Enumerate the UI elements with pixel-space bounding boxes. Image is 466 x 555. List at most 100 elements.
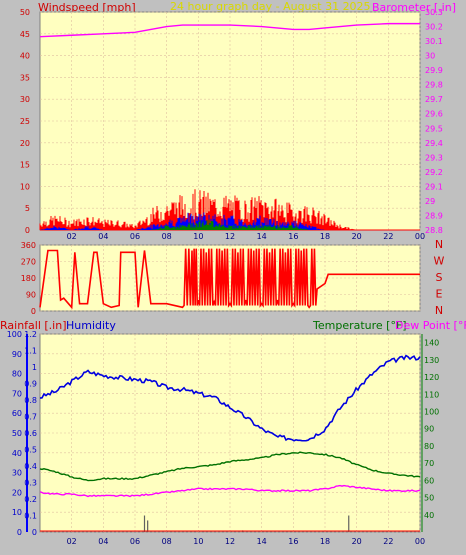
- rain-tick-label: 0: [32, 528, 37, 537]
- humidity-tick-label: 0: [17, 528, 22, 537]
- x-tick-label: 20: [352, 537, 362, 546]
- temp-tick-label: 80: [424, 442, 434, 451]
- humidity-tick-label: 30: [12, 469, 22, 478]
- wind-tick-label: 10: [20, 182, 30, 191]
- wind-avg-series: [150, 219, 310, 230]
- baro-tick-label: 29.8: [425, 81, 443, 90]
- rain-tick-label: 0.4: [24, 462, 37, 471]
- x-tick-label: 20: [352, 232, 362, 241]
- x-tick-label: 14: [257, 537, 267, 546]
- compass-label: N: [435, 304, 443, 317]
- baro-tick-label: 29.9: [425, 66, 443, 75]
- barometer-series: [39, 22, 420, 38]
- x-tick-label: 12: [225, 537, 235, 546]
- temp-tick-label: 100: [424, 407, 439, 416]
- x-tick-label: 12: [225, 232, 235, 241]
- dir-tick-label: 180: [21, 274, 36, 283]
- x-tick-label: 04: [98, 537, 108, 546]
- humidity-tick-label: 50: [12, 429, 22, 438]
- baro-tick-label: 29.5: [425, 124, 443, 133]
- rain-tick-label: 0.8: [24, 396, 37, 405]
- humidity-tick-label: 10: [12, 508, 22, 517]
- temperature-label: Temperature [°F]: [313, 319, 407, 332]
- rain-tick-label: 1.1: [24, 347, 37, 356]
- wind-tick-label: 40: [20, 52, 30, 61]
- rain-tick-label: 0.9: [24, 380, 37, 389]
- x-tick-label: 16: [288, 537, 298, 546]
- x-tick-label: 16: [288, 232, 298, 241]
- baro-tick-label: 29.6: [425, 110, 443, 119]
- baro-tick-label: 30: [425, 52, 435, 61]
- humidity-label: Humidity: [66, 319, 116, 332]
- rain-tick-label: 0.2: [24, 495, 37, 504]
- rain-tick-label: 0.5: [24, 446, 37, 455]
- baro-tick-label: 30.2: [425, 23, 443, 32]
- wind-tick-label: 35: [20, 73, 30, 82]
- wind-direction-series: [39, 248, 420, 310]
- x-tick-label: 10: [193, 232, 203, 241]
- baro-tick-label: 29.3: [425, 153, 443, 162]
- baro-tick-label: 30.1: [425, 37, 443, 46]
- rain-tick-label: 1.2: [24, 330, 37, 339]
- rain-tick-label: 0.6: [24, 429, 37, 438]
- x-tick-label: 04: [98, 232, 108, 241]
- x-tick-label: 02: [67, 232, 77, 241]
- temp-tick-label: 120: [424, 373, 439, 382]
- wind-tick-label: 50: [20, 8, 30, 17]
- compass-label: E: [436, 288, 443, 301]
- rain-tick-label: 0.1: [24, 512, 37, 521]
- humidity-tick-label: 90: [12, 350, 22, 359]
- windspeed-label: Windspeed [mph]: [38, 1, 136, 14]
- x-tick-label: 00: [415, 232, 425, 241]
- x-tick-label: 02: [67, 537, 77, 546]
- humidity-tick-label: 100: [7, 330, 22, 339]
- temp-tick-label: 110: [424, 390, 439, 399]
- temp-tick-label: 60: [424, 476, 434, 485]
- humidity-tick-label: 70: [12, 389, 22, 398]
- humidity-series: [39, 354, 421, 442]
- baro-tick-label: 28.9: [425, 211, 443, 220]
- wind-tick-label: 15: [20, 161, 30, 170]
- wind-tick-label: 0: [25, 226, 30, 235]
- humidity-tick-label: 60: [12, 409, 22, 418]
- dir-tick-label: 90: [26, 291, 36, 300]
- dewpoint-series: [39, 484, 421, 498]
- wind-tick-label: 30: [20, 95, 30, 104]
- wind-tick-label: 5: [25, 204, 30, 213]
- humidity-tick-label: 80: [12, 370, 22, 379]
- rain-tick-label: 0.7: [24, 413, 37, 422]
- temp-tick-label: 130: [424, 356, 439, 365]
- baro-tick-label: 28.8: [425, 226, 443, 235]
- temp-tick-label: 50: [424, 494, 434, 503]
- x-tick-label: 06: [130, 232, 140, 241]
- humidity-tick-label: 40: [12, 449, 22, 458]
- x-tick-label: 22: [383, 537, 393, 546]
- x-tick-label: 22: [383, 232, 393, 241]
- barometer-label: Barometer [.in]: [372, 1, 456, 14]
- dir-tick-label: 0: [31, 307, 36, 316]
- x-tick-label: 18: [320, 232, 330, 241]
- humidity-tick-label: 20: [12, 488, 22, 497]
- wind-tick-label: 20: [20, 139, 30, 148]
- dewpoint-label: Dew Point [°F]: [395, 319, 466, 332]
- wind-barometer-panel: 0 5 10 15 20 25 30 35 40 45 50 28.8 28.9 29 29.1 29.2 2…: [20, 8, 443, 241]
- wind-tick-label: 45: [20, 30, 30, 39]
- temp-tick-label: 140: [424, 339, 439, 348]
- rain-tick-label: 0.3: [24, 479, 37, 488]
- rainfall-label: Rainfall [.in]: [0, 319, 67, 332]
- temp-tick-label: 90: [424, 425, 434, 434]
- baro-tick-label: 29.2: [425, 168, 443, 177]
- temperature-series: [39, 451, 421, 482]
- dir-tick-label: 270: [21, 258, 36, 267]
- x-tick-label: 18: [320, 537, 330, 546]
- temp-tick-label: 40: [424, 511, 434, 520]
- baro-tick-label: 29.7: [425, 95, 443, 104]
- x-tick-label: 08: [162, 537, 172, 546]
- x-tick-label: 10: [193, 537, 203, 546]
- baro-tick-label: 29.4: [425, 139, 443, 148]
- dir-tick-label: 360: [21, 241, 36, 250]
- x-tick-label: 08: [162, 232, 172, 241]
